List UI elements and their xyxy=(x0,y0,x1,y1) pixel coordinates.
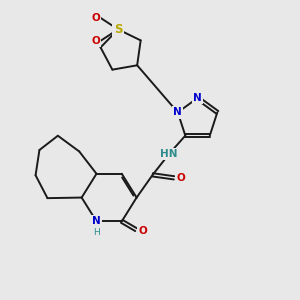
Text: O: O xyxy=(176,173,185,183)
Text: H: H xyxy=(93,228,100,237)
Text: O: O xyxy=(138,226,147,236)
Text: S: S xyxy=(114,23,122,36)
Text: HN: HN xyxy=(160,149,178,159)
Text: O: O xyxy=(91,36,100,46)
Text: N: N xyxy=(173,107,182,117)
Text: O: O xyxy=(91,13,100,23)
Text: N: N xyxy=(193,93,202,103)
Text: N: N xyxy=(92,216,101,226)
